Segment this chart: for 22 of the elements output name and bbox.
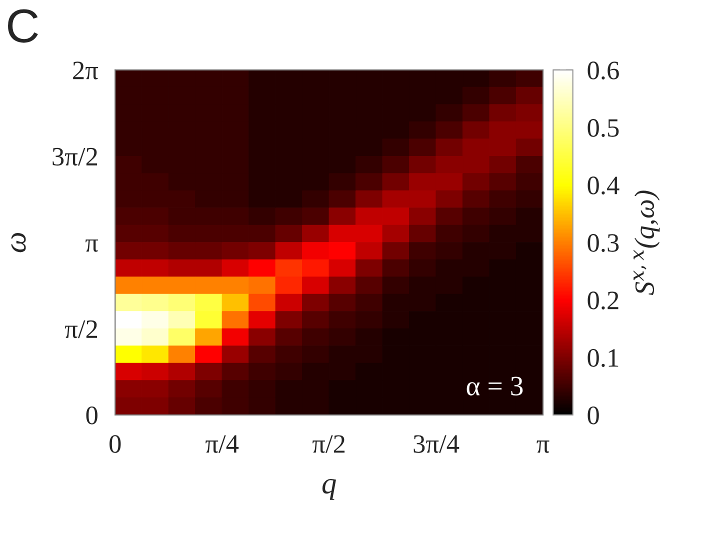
x-tick-label: π/4: [206, 435, 239, 453]
x-tick-label: π/2: [312, 435, 345, 453]
chart-title: C: [8, 9, 38, 43]
color-bar-label: 0.3: [588, 234, 619, 252]
color-bar-label: 0.1: [588, 349, 618, 367]
color-bar-label: 0.2: [588, 292, 618, 310]
color-bar-label: 0.6: [588, 62, 619, 80]
x-tick-label: 0: [110, 435, 121, 453]
y-tick-label: 3π/2: [52, 148, 98, 166]
color-bar-label: 0: [588, 406, 599, 424]
x-axis-title: q: [322, 478, 336, 500]
y-tick-label: π: [86, 239, 98, 252]
x-tick-label: 3π/4: [414, 435, 460, 453]
y-tick-label: 0: [86, 406, 98, 424]
color-bar-label: 0.4: [588, 176, 620, 194]
y-tick-label: π/2: [64, 320, 98, 338]
color-bar-label: 0.5: [588, 119, 619, 137]
y-tick-label: 2π: [73, 62, 98, 80]
x-tick-label: π: [536, 440, 550, 453]
y-axis-title: ω: [11, 232, 26, 252]
color-bar-title: S$^{x,x}$(q,ω): [634, 190, 660, 296]
annotation: α = 3: [466, 376, 523, 396]
